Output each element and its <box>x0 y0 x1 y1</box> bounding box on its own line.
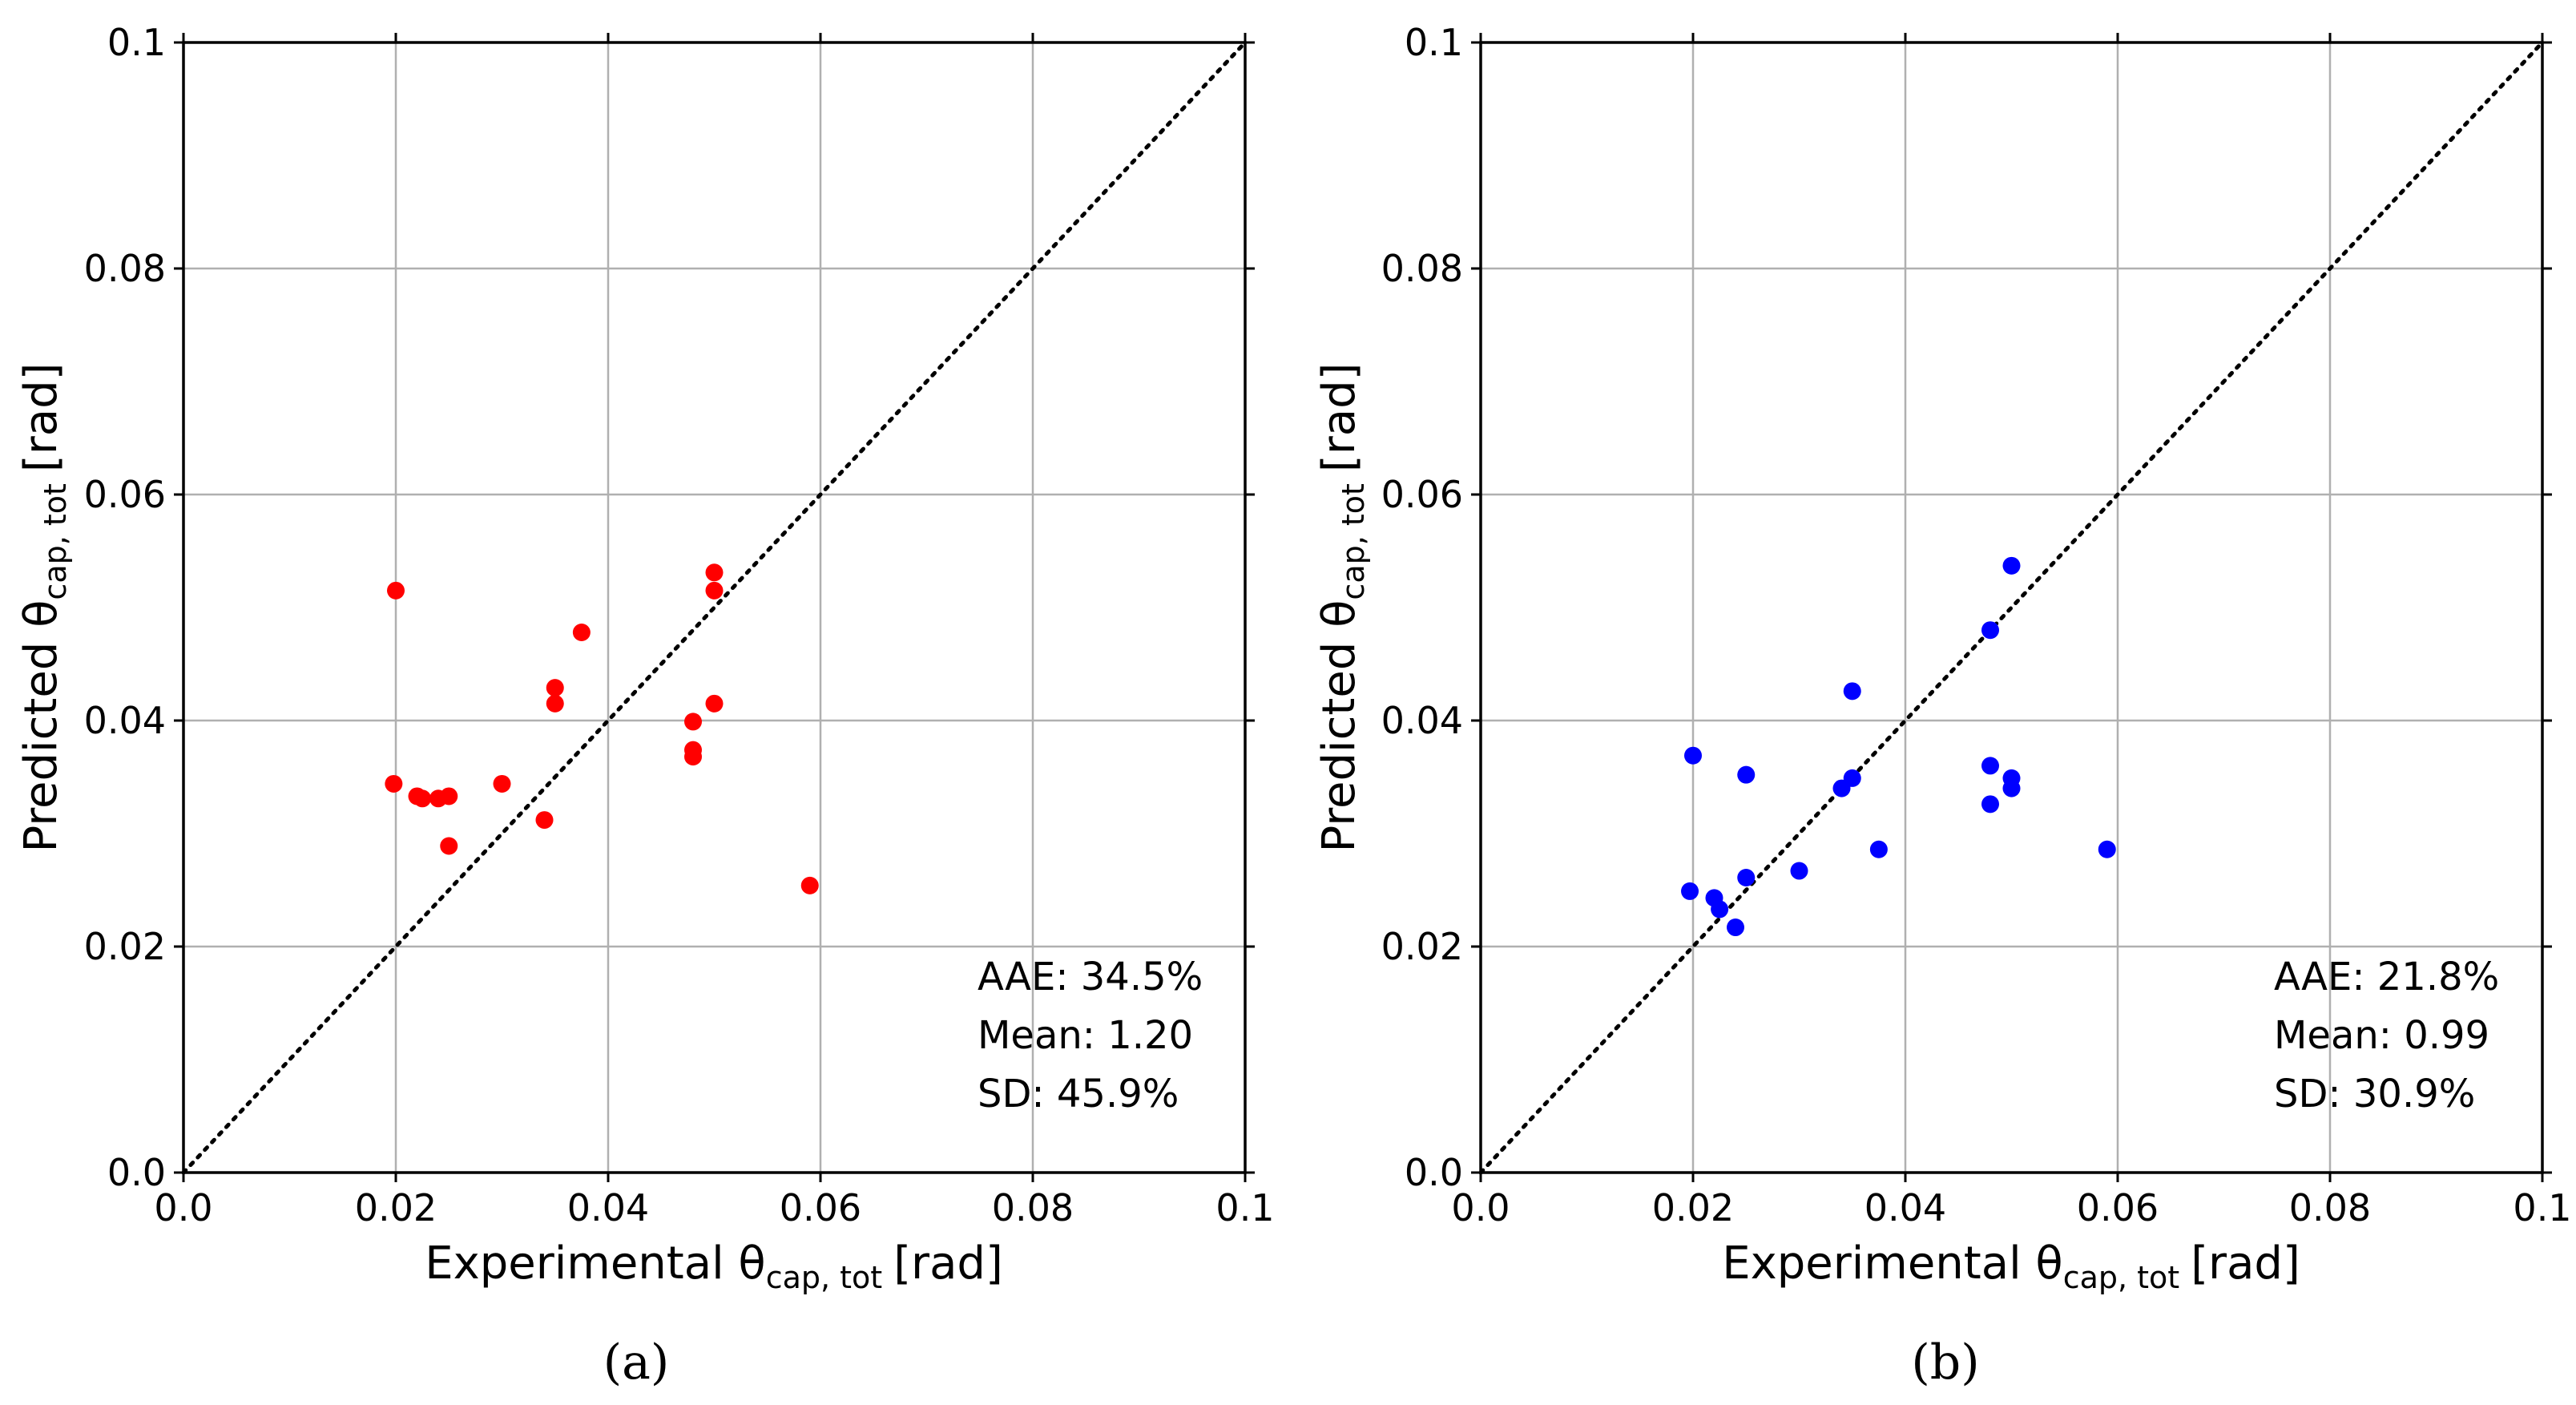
identity-line <box>1478 40 2545 1175</box>
data-point <box>684 713 702 731</box>
y-tick-label: 0.02 <box>84 925 166 968</box>
data-point <box>1843 769 1861 787</box>
panel-b: 0.0 0.02 0.04 0.06 0.08 0.1 0.0 0.02 0.04 0.06 0.0… <box>1313 21 2572 1391</box>
stat-mean: Mean: 1.20 <box>978 1013 1193 1058</box>
identity-line <box>181 40 1248 1175</box>
x-axis-label-subscript: cap, tot <box>2063 1260 2180 1295</box>
data-point <box>1981 757 1999 775</box>
data-point <box>413 789 432 808</box>
y-tick-label: 0.06 <box>84 473 166 516</box>
x-tick-label: 0.0 <box>154 1186 212 1229</box>
data-point <box>1981 621 1999 640</box>
data-point <box>440 837 458 855</box>
y-tick-label: 0.02 <box>1381 925 1463 968</box>
x-axis-label: Experimental θcap, tot [rad] <box>1722 1237 2300 1295</box>
data-point <box>1711 900 1729 918</box>
x-axis-label-subscript: cap, tot <box>766 1260 883 1295</box>
y-axis-label: Predicted θcap, tot [rad] <box>1313 362 1371 852</box>
data-point <box>546 694 564 713</box>
y-axis-label-unit: [rad] <box>15 362 67 472</box>
data-point <box>535 811 554 830</box>
data-point <box>1684 746 1702 765</box>
stat-mean: Mean: 0.99 <box>2274 1013 2489 1058</box>
y-tick-label: 0.04 <box>84 699 166 742</box>
x-tick-label: 0.04 <box>1864 1186 1946 1229</box>
data-point <box>1790 862 1808 880</box>
y-tick-label: 0.08 <box>1381 247 1463 290</box>
data-point <box>1869 840 1888 858</box>
panel-label: (a) <box>603 1334 670 1391</box>
data-point <box>684 748 702 766</box>
stat-sd: SD: 45.9% <box>978 1072 1179 1116</box>
data-point <box>493 774 511 793</box>
axis-ticks: 0.0 0.02 0.04 0.06 0.08 0.1 0.0 0.02 0.04 0.06 0.0… <box>84 21 1275 1229</box>
axis-ticks: 0.0 0.02 0.04 0.06 0.08 0.1 0.0 0.02 0.04 0.06 0.0… <box>1381 21 2572 1229</box>
y-axis-label-subscript: cap, tot <box>38 483 73 600</box>
data-points <box>385 563 819 894</box>
x-axis-label-main: Experimental θ <box>425 1237 766 1290</box>
y-axis-label-unit: [rad] <box>1313 362 1365 472</box>
x-tick-label: 0.0 <box>1451 1186 1510 1229</box>
data-point <box>800 876 819 894</box>
y-tick-label: 0.08 <box>84 247 166 290</box>
x-tick-label: 0.1 <box>1215 1186 1274 1229</box>
data-point <box>705 563 724 582</box>
y-axis-label-main: Predicted θ <box>1313 600 1365 853</box>
data-point <box>440 787 458 805</box>
x-tick-label: 0.08 <box>2289 1186 2371 1229</box>
x-tick-label: 0.06 <box>780 1186 861 1229</box>
y-tick-label: 0.1 <box>107 21 166 64</box>
data-point <box>2002 779 2021 797</box>
data-point <box>572 624 591 642</box>
panel-a: 0.0 0.02 0.04 0.06 0.08 0.1 0.0 0.02 0.04 0.06 0.0… <box>15 21 1275 1391</box>
data-point <box>2002 556 2021 575</box>
x-axis-label: Experimental θcap, tot [rad] <box>425 1237 1003 1295</box>
plot-frame <box>182 41 1247 1174</box>
y-tick-label: 0.1 <box>1405 21 1463 64</box>
data-point <box>2098 840 2116 858</box>
data-point <box>1727 918 1744 937</box>
y-tick-label: 0.04 <box>1381 699 1463 742</box>
stat-aae: AAE: 21.8% <box>2274 955 2499 999</box>
x-tick-label: 0.08 <box>992 1186 1074 1229</box>
data-point <box>387 581 405 600</box>
y-axis-label-subscript: cap, tot <box>1336 483 1371 600</box>
data-point <box>1843 682 1861 700</box>
y-tick-label: 0.0 <box>1405 1151 1463 1194</box>
y-tick-label: 0.06 <box>1381 473 1463 516</box>
data-point <box>705 581 724 600</box>
x-axis-label-unit: [rad] <box>2191 1237 2300 1290</box>
x-tick-label: 0.06 <box>2077 1186 2159 1229</box>
y-tick-label: 0.0 <box>107 1151 166 1194</box>
y-axis-label-main: Predicted θ <box>15 600 67 853</box>
stat-aae: AAE: 34.5% <box>978 955 1203 999</box>
grid-lines <box>182 41 1247 1174</box>
x-axis-label-unit: [rad] <box>893 1237 1003 1290</box>
x-tick-label: 0.02 <box>355 1186 437 1229</box>
x-axis-label-main: Experimental θ <box>1722 1237 2063 1290</box>
data-point <box>705 694 724 713</box>
data-point <box>546 679 564 697</box>
stat-sd: SD: 30.9% <box>2274 1072 2475 1116</box>
data-point <box>1681 882 1699 900</box>
x-tick-label: 0.04 <box>567 1186 649 1229</box>
panel-label: (b) <box>1911 1334 1979 1391</box>
data-points <box>1681 556 2116 937</box>
x-tick-label: 0.1 <box>2513 1186 2571 1229</box>
data-point <box>385 774 403 793</box>
plot-frame <box>1479 41 2544 1174</box>
x-tick-label: 0.02 <box>1652 1186 1734 1229</box>
data-point <box>1737 868 1756 886</box>
data-point <box>1981 795 1999 814</box>
y-axis-label: Predicted θcap, tot [rad] <box>15 362 73 852</box>
data-point <box>1737 765 1756 784</box>
